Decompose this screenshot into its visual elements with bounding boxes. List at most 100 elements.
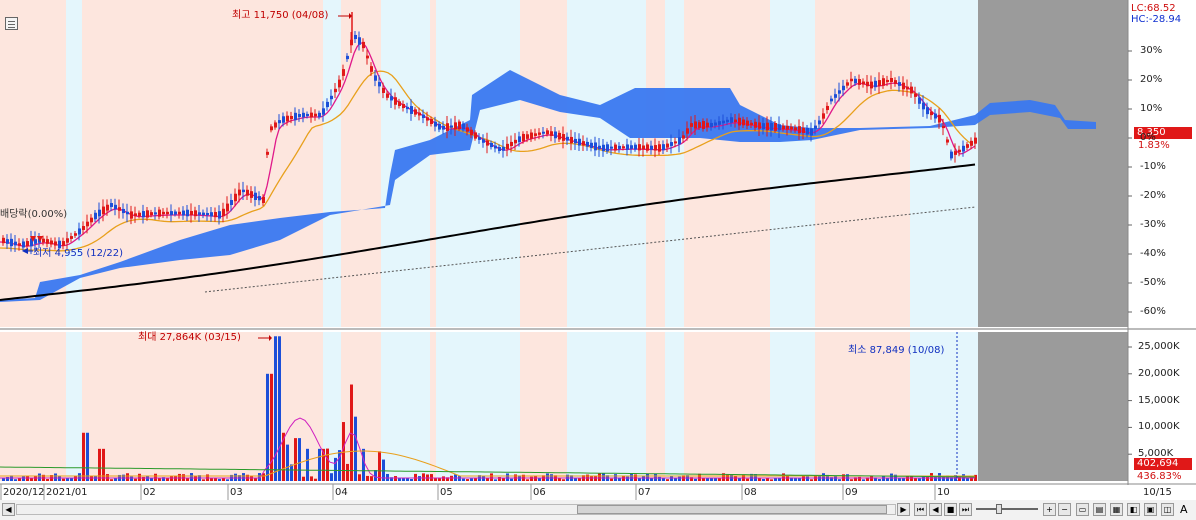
candle-body (74, 233, 77, 236)
price-axis-tick-label: -20% (1140, 190, 1166, 201)
candle-body (818, 120, 821, 125)
candle-body (758, 122, 761, 129)
volume-bar (266, 373, 269, 481)
zoom-in-icon[interactable]: + (1043, 503, 1056, 516)
volume-max-arrow-head (269, 335, 272, 341)
volume-bar (734, 476, 737, 481)
candle-body (686, 128, 689, 134)
play-back-icon[interactable]: ◀ (929, 503, 942, 516)
candle-body (366, 55, 369, 59)
candle-body (806, 128, 809, 135)
volume-bar (286, 444, 289, 481)
candle-body (174, 211, 177, 215)
scroll-right-button[interactable]: ▶ (897, 503, 910, 516)
volume-bar (578, 477, 581, 481)
tool-icon-e[interactable]: ▣ (1144, 503, 1157, 516)
candle-body (294, 112, 297, 121)
candle-body (338, 79, 341, 88)
lc-label: LC:68.52 (1131, 3, 1176, 14)
candle-body (270, 126, 273, 131)
volume-bar (218, 478, 221, 481)
zoom-out-icon[interactable]: − (1058, 503, 1071, 516)
stop-icon[interactable]: ■ (944, 503, 957, 516)
chart-settings-icon[interactable] (5, 17, 18, 30)
tool-icon-a[interactable]: ▭ (1076, 503, 1089, 516)
volume-bar (678, 476, 681, 481)
candle-body (446, 123, 449, 131)
volume-bar (778, 477, 781, 481)
volume-bar (530, 476, 533, 481)
candle-body (282, 116, 285, 123)
candle-body (134, 213, 137, 217)
candle-body (490, 142, 493, 148)
volume-bar (890, 473, 893, 481)
volume-bar (394, 476, 397, 481)
candle-body (834, 94, 837, 98)
current-price-box: 8,350 (1134, 127, 1192, 139)
tool-icon-c[interactable]: ▦ (1110, 503, 1123, 516)
scroll-left-button[interactable]: ◀ (2, 503, 15, 516)
volume-bar (666, 479, 669, 481)
volume-bar (390, 477, 393, 481)
tool-icon-d[interactable]: ◧ (1127, 503, 1140, 516)
price-band (436, 0, 520, 327)
candle-body (906, 86, 909, 90)
volume-bar (966, 478, 969, 481)
last-page-icon[interactable]: ⏭ (959, 503, 972, 516)
candle-body (466, 127, 469, 132)
tool-icon-f[interactable]: ◫ (1161, 503, 1174, 516)
zoom-slider-handle[interactable] (996, 504, 1002, 514)
candle-body (362, 41, 365, 49)
volume-bar (326, 448, 329, 481)
volume-bar (358, 474, 361, 481)
volume-band (520, 332, 567, 481)
volume-bar (710, 478, 713, 481)
tool-icon-b[interactable]: ▤ (1093, 503, 1106, 516)
volume-axis-tick-label: 10,000K (1138, 421, 1180, 433)
volume-bar (922, 476, 925, 481)
candle-body (458, 121, 461, 130)
candle-body (522, 133, 525, 142)
candle-body (354, 34, 357, 40)
candle-body (494, 145, 497, 149)
price-band (82, 0, 323, 327)
zoom-slider[interactable] (976, 504, 1038, 514)
candle-body (798, 126, 801, 134)
volume-bar (62, 478, 65, 481)
volume-bar (706, 478, 709, 481)
candle-body (238, 189, 241, 196)
candle-body (550, 131, 553, 136)
candle-body (306, 113, 309, 117)
horizontal-scrollbar[interactable] (16, 504, 896, 515)
scrollbar-thumb[interactable] (577, 505, 887, 514)
moving-average-long (0, 163, 976, 301)
volume-bar (526, 479, 529, 481)
volume-bar (470, 478, 473, 481)
volume-bar (258, 473, 261, 481)
font-size-icon[interactable]: A (1180, 503, 1188, 516)
candle-body (534, 133, 537, 136)
high-arrow-head (349, 13, 352, 19)
candle-body (862, 81, 865, 85)
volume-bar (662, 478, 665, 481)
candle-body (266, 151, 269, 155)
volume-band (684, 332, 770, 481)
volume-bar (254, 477, 257, 481)
candle-body (554, 131, 557, 139)
volume-bar (654, 473, 657, 481)
volume-bar (602, 473, 605, 481)
volume-bar (942, 476, 945, 481)
candle-body (914, 93, 917, 97)
candle-body (878, 80, 881, 86)
volume-bar (282, 432, 285, 481)
volume-bar (134, 478, 137, 481)
volume-bar (414, 473, 417, 481)
candle-body (390, 96, 393, 101)
candle-body (706, 122, 709, 128)
candle-body (234, 193, 237, 202)
volume-bar (698, 473, 701, 481)
volume-bar (798, 477, 801, 481)
first-page-icon[interactable]: ⏮ (914, 503, 927, 516)
candle-body (842, 85, 845, 91)
volume-bar (26, 476, 29, 481)
